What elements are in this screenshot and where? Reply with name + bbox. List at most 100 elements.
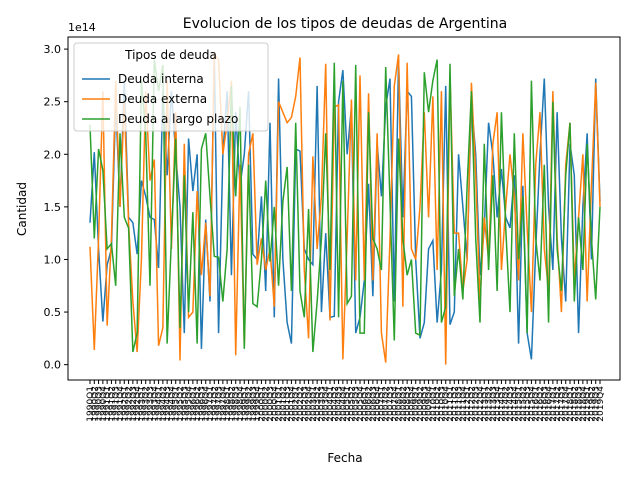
x-tick-label: 1991Q3 xyxy=(112,386,122,422)
x-tick-label: 2004Q2 xyxy=(330,386,340,422)
x-tick-label: 2017Q1 xyxy=(549,386,559,422)
x-tick-label: 1998Q1 xyxy=(223,386,233,422)
x-tick-label: 2005Q1 xyxy=(343,386,353,422)
series-line xyxy=(89,52,601,365)
x-tick-label: 2011Q4 xyxy=(459,386,469,422)
x-tick-label: 2000Q2 xyxy=(262,386,272,422)
y-tick-label: 2.5 xyxy=(44,96,62,109)
x-tick-label: 2013Q4 xyxy=(493,386,503,422)
x-tick-label: 2014Q3 xyxy=(506,386,516,422)
x-tick-label: 1991Q2 xyxy=(107,386,117,422)
x-tick-label: 2004Q3 xyxy=(335,386,345,422)
x-tick-label: 2005Q4 xyxy=(356,386,366,422)
x-tick-label: 2011Q1 xyxy=(446,386,456,422)
x-tick-label: 1996Q4 xyxy=(202,386,212,422)
x-tick-label: 2008Q2 xyxy=(399,386,409,422)
x-tick-label: 1994Q2 xyxy=(159,386,169,422)
x-tick-label: 2019Q4 xyxy=(596,386,606,422)
legend-title: Tipos de deuda xyxy=(124,48,217,62)
series-line xyxy=(89,59,601,353)
x-tick-label: 2003Q4 xyxy=(322,386,332,422)
x-tick-label: 1992Q3 xyxy=(129,386,139,422)
y-tick-label: 1.0 xyxy=(44,253,62,266)
x-tick-label: 2004Q4 xyxy=(339,386,349,422)
x-tick-label: 1994Q3 xyxy=(163,386,173,422)
x-tick-label: 1999Q4 xyxy=(253,386,263,422)
plot-frame xyxy=(67,36,621,381)
x-tick-label: 2014Q4 xyxy=(510,386,520,422)
x-tick-label: 1993Q1 xyxy=(137,386,147,422)
offset-text: 1e14 xyxy=(68,21,96,34)
x-tick-label: 1997Q2 xyxy=(210,386,220,422)
x-tick-label: 2002Q1 xyxy=(292,386,302,422)
x-tick-label: 2002Q2 xyxy=(296,386,306,422)
x-tick-label: 2016Q1 xyxy=(532,386,542,422)
x-tick-label: 2017Q4 xyxy=(562,386,572,422)
x-tick-label: 1996Q1 xyxy=(189,386,199,422)
x-tick-label: 1993Q2 xyxy=(142,386,152,422)
legend-label: Deuda interna xyxy=(118,72,204,86)
x-tick-label: 1991Q1 xyxy=(103,386,113,422)
x-tick-label: 2005Q2 xyxy=(347,386,357,422)
x-tick-label: 1997Q1 xyxy=(206,386,216,422)
x-tick-label: 2013Q2 xyxy=(485,386,495,422)
x-tick-label: 2007Q4 xyxy=(390,386,400,422)
x-tick-label: 1999Q1 xyxy=(240,386,250,422)
x-tick-label: 1996Q2 xyxy=(193,386,203,422)
x-tick-label: 2007Q1 xyxy=(377,386,387,422)
y-axis-label: Cantidad xyxy=(15,182,29,236)
x-tick-label: 1990Q4 xyxy=(99,386,109,422)
x-tick-label: 2012Q4 xyxy=(476,386,486,422)
x-tick-label: 1990Q1 xyxy=(86,386,96,422)
x-tick-label: 2009Q3 xyxy=(420,386,430,422)
x-tick-label: 1996Q3 xyxy=(197,386,207,422)
x-tick-label: 2018Q2 xyxy=(570,386,580,422)
x-tick-label: 2000Q3 xyxy=(266,386,276,422)
x-tick-label: 2001Q2 xyxy=(279,386,289,422)
x-tick-label: 1992Q2 xyxy=(125,386,135,422)
x-tick-label: 2006Q3 xyxy=(369,386,379,422)
x-tick-label: 2018Q4 xyxy=(579,386,589,422)
x-tick-label: 1990Q2 xyxy=(90,386,100,422)
x-tick-label: 1990Q3 xyxy=(95,386,105,422)
x-tick-label: 1995Q2 xyxy=(176,386,186,422)
x-tick-label: 2014Q2 xyxy=(502,386,512,422)
x-tick-label: 2010Q4 xyxy=(442,386,452,422)
x-tick-label: 2006Q2 xyxy=(365,386,375,422)
x-tick-label: 1992Q4 xyxy=(133,386,143,422)
x-tick-label: 2003Q2 xyxy=(313,386,323,422)
x-tick-label: 2015Q1 xyxy=(515,386,525,422)
y-tick-label: 0.5 xyxy=(44,306,62,319)
x-tick-label: 2016Q4 xyxy=(545,386,555,422)
x-tick-label: 2012Q3 xyxy=(472,386,482,422)
x-tick-label: 2016Q3 xyxy=(540,386,550,422)
x-tick-label: 2012Q2 xyxy=(467,386,477,422)
x-tick-label: 2008Q1 xyxy=(395,386,405,422)
x-tick-label: 2016Q2 xyxy=(536,386,546,422)
y-tick-label: 3.0 xyxy=(44,43,62,56)
x-tick-label: 2011Q3 xyxy=(455,386,465,422)
x-tick-label: 2018Q3 xyxy=(575,386,585,422)
x-tick-label: 1993Q3 xyxy=(146,386,156,422)
x-tick-label: 1997Q4 xyxy=(219,386,229,422)
legend-box xyxy=(73,42,269,132)
x-tick-label: 1995Q4 xyxy=(185,386,195,422)
x-tick-label: 2002Q3 xyxy=(300,386,310,422)
x-tick-label: 2001Q3 xyxy=(283,386,293,422)
x-tick-label: 2004Q1 xyxy=(326,386,336,422)
x-tick-label: 1992Q1 xyxy=(120,386,130,422)
x-tick-label: 1994Q1 xyxy=(155,386,165,422)
x-tick-label: 2015Q2 xyxy=(519,386,529,422)
x-axis-label: Fecha xyxy=(327,451,362,465)
x-tick-label: 1994Q4 xyxy=(167,386,177,422)
x-tick-label: 1995Q3 xyxy=(180,386,190,422)
x-tick-label: 2009Q4 xyxy=(425,386,435,422)
x-tick-label: 2019Q3 xyxy=(592,386,602,422)
x-tick-label: 2000Q4 xyxy=(270,386,280,422)
x-tick-label: 2007Q3 xyxy=(386,386,396,422)
x-tick-label: 2014Q1 xyxy=(497,386,507,422)
x-tick-label: 2009Q2 xyxy=(416,386,426,422)
x-tick-label: 2005Q3 xyxy=(352,386,362,422)
x-tick-label: 1998Q2 xyxy=(227,386,237,422)
